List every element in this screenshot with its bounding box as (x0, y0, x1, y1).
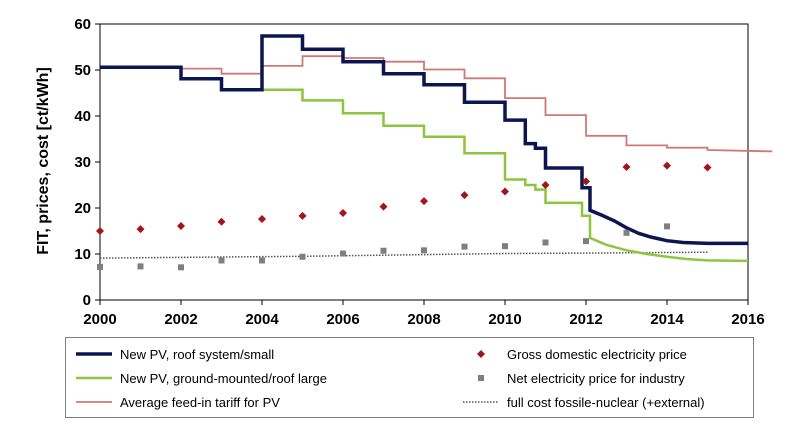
series-net-electricity-price-for-industry-point (380, 247, 387, 254)
y-tick-label: 30 (74, 154, 91, 171)
legend-label: Net electricity price for industry (507, 370, 685, 386)
y-tick-label: 0 (83, 292, 91, 309)
legend-swatch-ground-mounted (76, 376, 112, 380)
y-tick-label: 60 (74, 16, 91, 33)
x-tick-label: 2014 (650, 311, 684, 328)
series-gross-domestic-electricity-price-point (339, 209, 347, 218)
series-net-electricity-price-for-industry-point (542, 239, 549, 246)
legend-label: Gross domestic electricity price (507, 346, 687, 362)
series-net-electricity-price-for-industry-point (623, 229, 630, 236)
legend: New PV, roof system/small New PV, ground… (65, 337, 754, 418)
series-gross-domestic-electricity-price-point (420, 197, 428, 206)
y-tick-label: 20 (74, 200, 91, 217)
legend-label: full cost fossile-nuclear (+external) (507, 394, 705, 410)
series-gross-domestic-electricity-price-point (501, 187, 509, 196)
series-net-electricity-price-for-industry-point (502, 243, 508, 250)
series-full-cost-fossile-nuclear-external-line (99, 251, 708, 259)
series-gross-domestic-electricity-price-point (663, 161, 671, 170)
series-net-electricity-price-for-industry-point (178, 264, 184, 271)
x-tick-label: 2010 (488, 311, 521, 328)
series-gross-domestic-electricity-price-point (703, 163, 712, 172)
legend-label: New PV, ground-mounted/roof large (120, 370, 327, 386)
series-gross-domestic-electricity-price-point (217, 217, 226, 226)
legend-item: New PV, roof system/small (74, 344, 274, 364)
series-gross-domestic-electricity-price-point (298, 211, 307, 220)
series-net-electricity-price-for-industry-point (97, 263, 103, 270)
plot-area (96, 23, 773, 301)
x-tick-label: 2004 (245, 311, 279, 328)
legend-item: Average feed-in tariff for PV (74, 392, 280, 412)
x-tick-label: 2000 (83, 311, 116, 328)
legend-item: Net electricity price for industry (461, 368, 685, 388)
series-net-electricity-price-for-industry-point (137, 263, 144, 270)
series-gross-domestic-electricity-price-point (541, 181, 550, 189)
series-net-electricity-price-for-industry-point (299, 253, 306, 260)
series-net-electricity-price-for-industry-point (583, 238, 589, 245)
series-net-electricity-price-for-industry-point (421, 247, 427, 254)
chart: FIT, prices, cost [ct/kWh] 0 10 20 30 40 50 60… (35, 16, 773, 328)
series-net-electricity-price-for-industry-point (461, 243, 468, 250)
y-axis-label: FIT, prices, cost [ct/kWh] (35, 67, 52, 255)
series-gross-domestic-electricity-price-point (460, 191, 469, 200)
series-new-pv-roof-system-small-line (100, 34, 748, 246)
legend-swatch-net-industry (478, 375, 484, 381)
x-tick-label: 2006 (326, 311, 359, 328)
series-average-feed-in-tariff-for-pv-line (100, 55, 773, 153)
x-tick-label: 2002 (164, 311, 197, 328)
y-tick-label: 40 (74, 108, 91, 125)
x-tick-label: 2008 (407, 311, 440, 328)
legend-swatch-average-fit (76, 401, 112, 403)
legend-item: full cost fossile-nuclear (+external) (461, 392, 705, 412)
series-net-electricity-price-for-industry-point (340, 250, 346, 257)
plot-frame (99, 23, 749, 301)
legend-swatch-full-cost (463, 401, 499, 403)
legend-item: New PV, ground-mounted/roof large (74, 368, 327, 388)
series-gross-domestic-electricity-price-point (622, 163, 631, 172)
y-tick-label: 50 (74, 62, 91, 79)
series-net-electricity-price-for-industry-point (218, 257, 225, 264)
y-axis: 0 10 20 30 40 50 60 (74, 16, 100, 309)
x-tick-label: 2016 (731, 311, 764, 328)
legend-swatch-gross-domestic (477, 350, 485, 358)
series-gross-domestic-electricity-price-point (379, 202, 388, 211)
series-gross-domestic-electricity-price-point (582, 177, 590, 186)
y-tick-label: 10 (74, 246, 91, 263)
legend-label: Average feed-in tariff for PV (120, 394, 280, 410)
legend-label: New PV, roof system/small (120, 346, 275, 362)
legend-swatch-roof-small (76, 352, 112, 356)
x-tick-label: 2012 (569, 311, 602, 328)
series-gross-domestic-electricity-price-point (96, 227, 104, 235)
legend-item: Gross domestic electricity price (461, 344, 687, 364)
series-gross-domestic-electricity-price-point (258, 215, 266, 224)
series-net-electricity-price-for-industry-point (259, 257, 265, 264)
series-gross-domestic-electricity-price-point (177, 221, 185, 230)
series-new-pv-ground-mounted-roof-large-line (262, 88, 749, 263)
series-net-electricity-price-for-industry-point (664, 223, 670, 230)
series-gross-domestic-electricity-price-point (136, 225, 145, 234)
x-axis: 2000 2002 2004 2006 2008 2010 2012 2014 2016 (83, 300, 765, 328)
